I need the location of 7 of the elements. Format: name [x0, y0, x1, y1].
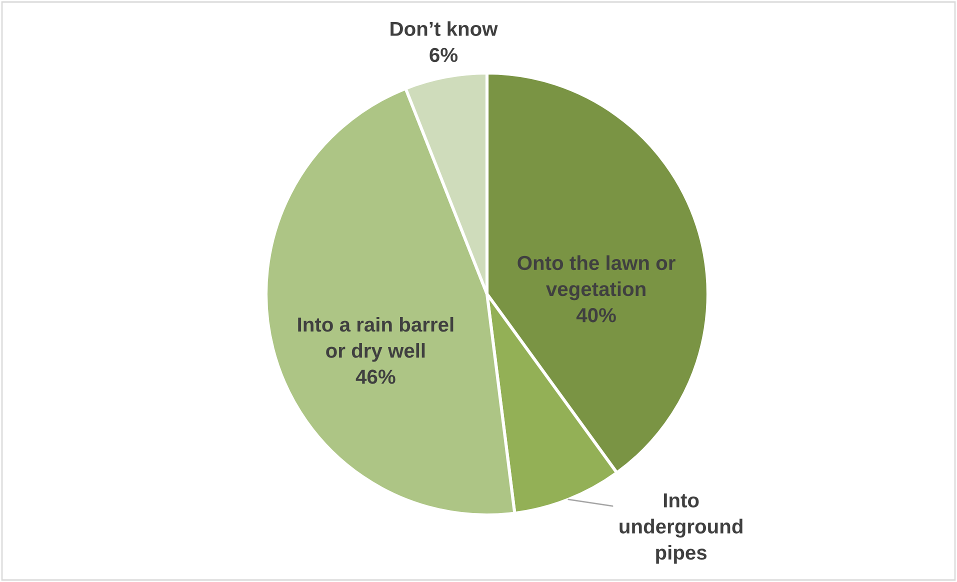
data-label: 40% — [576, 308, 616, 322]
data-label: 6% — [430, 48, 458, 62]
slice-label: Into underground pipes — [620, 493, 742, 564]
slice-label: Into a rain barrel or dry well — [298, 316, 454, 362]
data-label: 46% — [356, 370, 396, 384]
slice-label: Onto the lawn or vegetation — [518, 255, 676, 300]
slice-label: Don’t know — [390, 21, 498, 36]
